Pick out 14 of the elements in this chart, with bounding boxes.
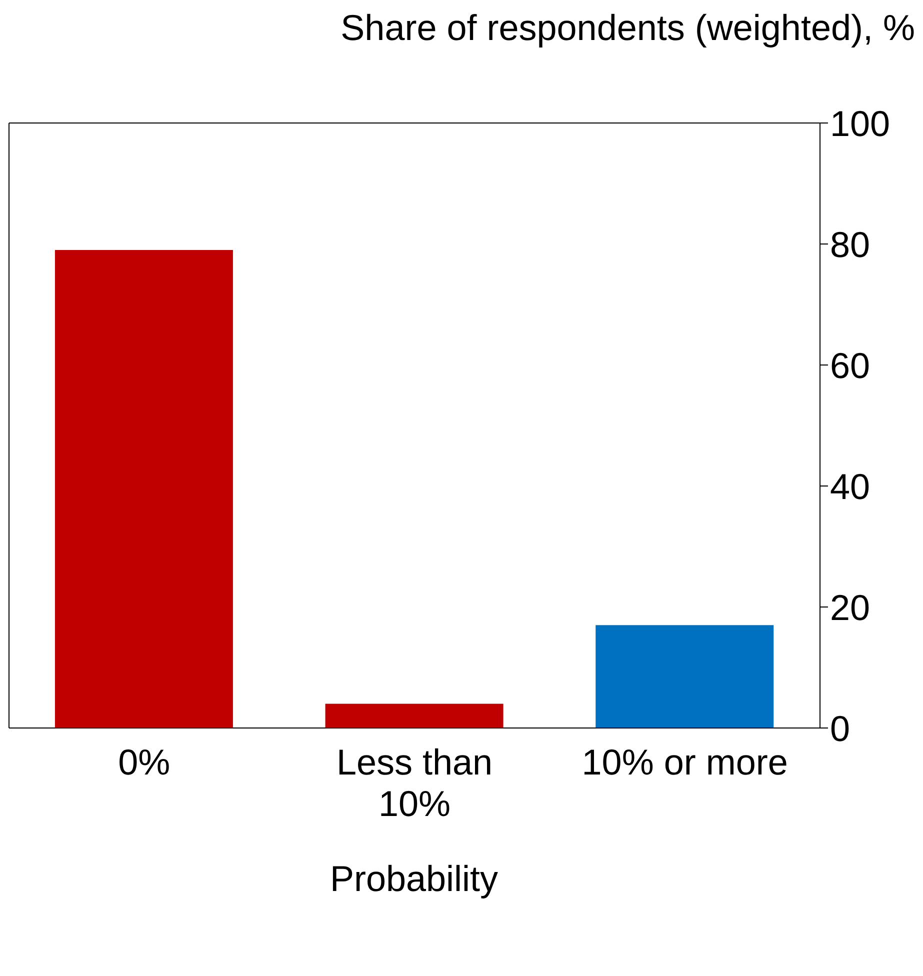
- bar: [325, 704, 504, 728]
- y-tick-label: 60: [830, 344, 870, 386]
- y-axis-title: Share of respondents (weighted), %: [340, 7, 915, 50]
- y-tick-label: 40: [830, 466, 870, 507]
- y-tick-label: 0: [830, 708, 850, 749]
- x-tick-label: 0%: [118, 742, 170, 783]
- x-tick-label: 10% or more: [582, 742, 788, 783]
- bar: [54, 250, 233, 728]
- y-tick-label: 80: [830, 224, 870, 265]
- bar: [596, 625, 774, 728]
- x-tick-label: Less than 10%: [336, 742, 493, 824]
- y-tick-label: 20: [830, 586, 870, 628]
- y-tick-label: 100: [830, 102, 890, 144]
- x-axis-title: Probability: [328, 858, 500, 900]
